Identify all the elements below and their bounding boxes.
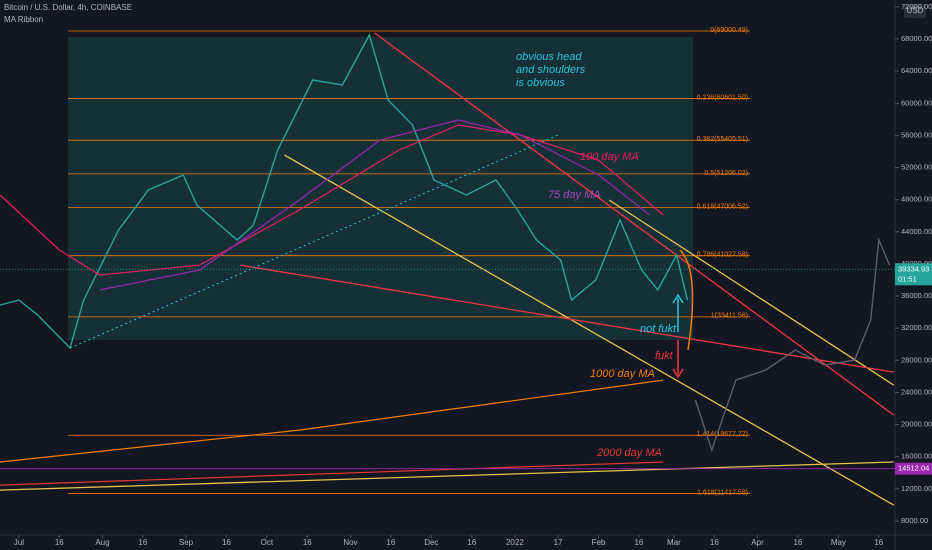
x-tick-label: 16 [467, 538, 476, 547]
trend-line [239, 264, 894, 373]
x-tick-label: Dec [424, 538, 438, 547]
annotation: fukt [655, 350, 674, 362]
y-tick-label: 72000.00 [901, 2, 932, 11]
annotation: 100 day MA [580, 151, 639, 163]
fib-label: 1(33411.56) [711, 313, 748, 320]
y-tick-label: 52000.00 [901, 163, 932, 172]
fib-label: 0(69000.49) [710, 27, 748, 34]
x-tick-label: Feb [592, 538, 606, 547]
fib-label: 1.618(11417.58) [697, 489, 748, 496]
chart-title: Bitcoin / U.S. Dollar, 4h, COINBASE [4, 3, 132, 12]
x-tick-label: 16 [55, 538, 64, 547]
y-tick-label: 44000.00 [901, 227, 932, 236]
fib-label: 0.618(47006.52) [697, 203, 748, 210]
trend-line [284, 154, 895, 506]
projection-arrow [679, 249, 694, 351]
fib-label: 0.5(51206.02) [704, 170, 748, 177]
y-tick-label: 56000.00 [901, 130, 932, 139]
x-tick-label: 2022 [506, 538, 524, 547]
price-tag-label: 39334.93 [898, 264, 929, 273]
fib-label: 0.786(41027.58) [697, 252, 748, 259]
y-tick-label: 24000.00 [901, 387, 932, 396]
annotation: is obvious [516, 77, 565, 89]
x-tick-label: 16 [874, 538, 883, 547]
trend-line [608, 199, 895, 386]
fib-label: 0.382(55405.51) [697, 136, 748, 143]
y-tick-label: 36000.00 [901, 291, 932, 300]
fib-label: 0.236(60601.50) [697, 94, 748, 101]
annotation: not fukt [640, 323, 677, 335]
x-tick-label: Sep [179, 538, 194, 547]
y-tick-label: 20000.00 [901, 420, 932, 429]
series-line [0, 379, 664, 463]
x-tick-label: Oct [261, 538, 274, 547]
up-arrow-head [672, 293, 684, 304]
y-tick-label: 32000.00 [901, 323, 932, 332]
y-tick-label: 68000.00 [901, 34, 932, 43]
y-tick-label: 48000.00 [901, 195, 932, 204]
x-tick-label: Aug [95, 538, 109, 547]
plot-area: 0(69000.49) 0.236(60601.50) 0.382(55405.51… [0, 27, 895, 506]
x-tick-label: Nov [343, 538, 357, 547]
indicator-name: MA Ribbon [4, 15, 43, 24]
annotation: and shoulders [516, 64, 586, 76]
series-line [0, 124, 664, 276]
price-tag [895, 263, 932, 286]
y-tick-label: 16000.00 [901, 452, 932, 461]
x-tick-label: 16 [138, 538, 147, 547]
y-tick-label: 64000.00 [901, 66, 932, 75]
x-tick-label: 17 [554, 538, 563, 547]
price-tag-label: 14512.04 [898, 464, 929, 473]
x-tick-label: 16 [634, 538, 643, 547]
x-tick-label: 16 [386, 538, 395, 547]
y-tick-label: 60000.00 [901, 98, 932, 107]
series-line [0, 461, 664, 486]
fib-label: 1.414(18677.72) [697, 431, 748, 438]
range-box [68, 37, 693, 340]
x-tick-label: Jul [14, 538, 24, 547]
series-line [0, 33, 689, 350]
y-tick-label: 8000.00 [901, 516, 928, 525]
trend-line [69, 134, 559, 349]
y-tick-label: 28000.00 [901, 355, 932, 364]
down-arrow-head [672, 368, 684, 379]
x-tick-label: Apr [751, 538, 764, 547]
trend-line [374, 32, 895, 416]
price-tag-sub: 01:51 [898, 274, 917, 283]
annotation: obvious head [516, 51, 582, 63]
trend-line [0, 461, 894, 491]
x-tick-label: 16 [222, 538, 231, 547]
x-tick-label: May [831, 538, 846, 547]
annotation: 75 day MA [548, 189, 601, 201]
series-line [694, 237, 891, 453]
series-line [99, 119, 651, 291]
x-tick-label: 16 [793, 538, 802, 547]
x-tick-label: Mar [667, 538, 681, 547]
annotation: 2000 day MA [596, 447, 662, 459]
x-tick-label: 16 [710, 538, 719, 547]
x-tick-label: 16 [303, 538, 312, 547]
price-tag [895, 462, 932, 475]
currency: USD [907, 6, 924, 15]
y-tick-label: 12000.00 [901, 484, 932, 493]
annotation: 1000 day MA [590, 368, 655, 380]
currency-box[interactable] [904, 4, 926, 18]
